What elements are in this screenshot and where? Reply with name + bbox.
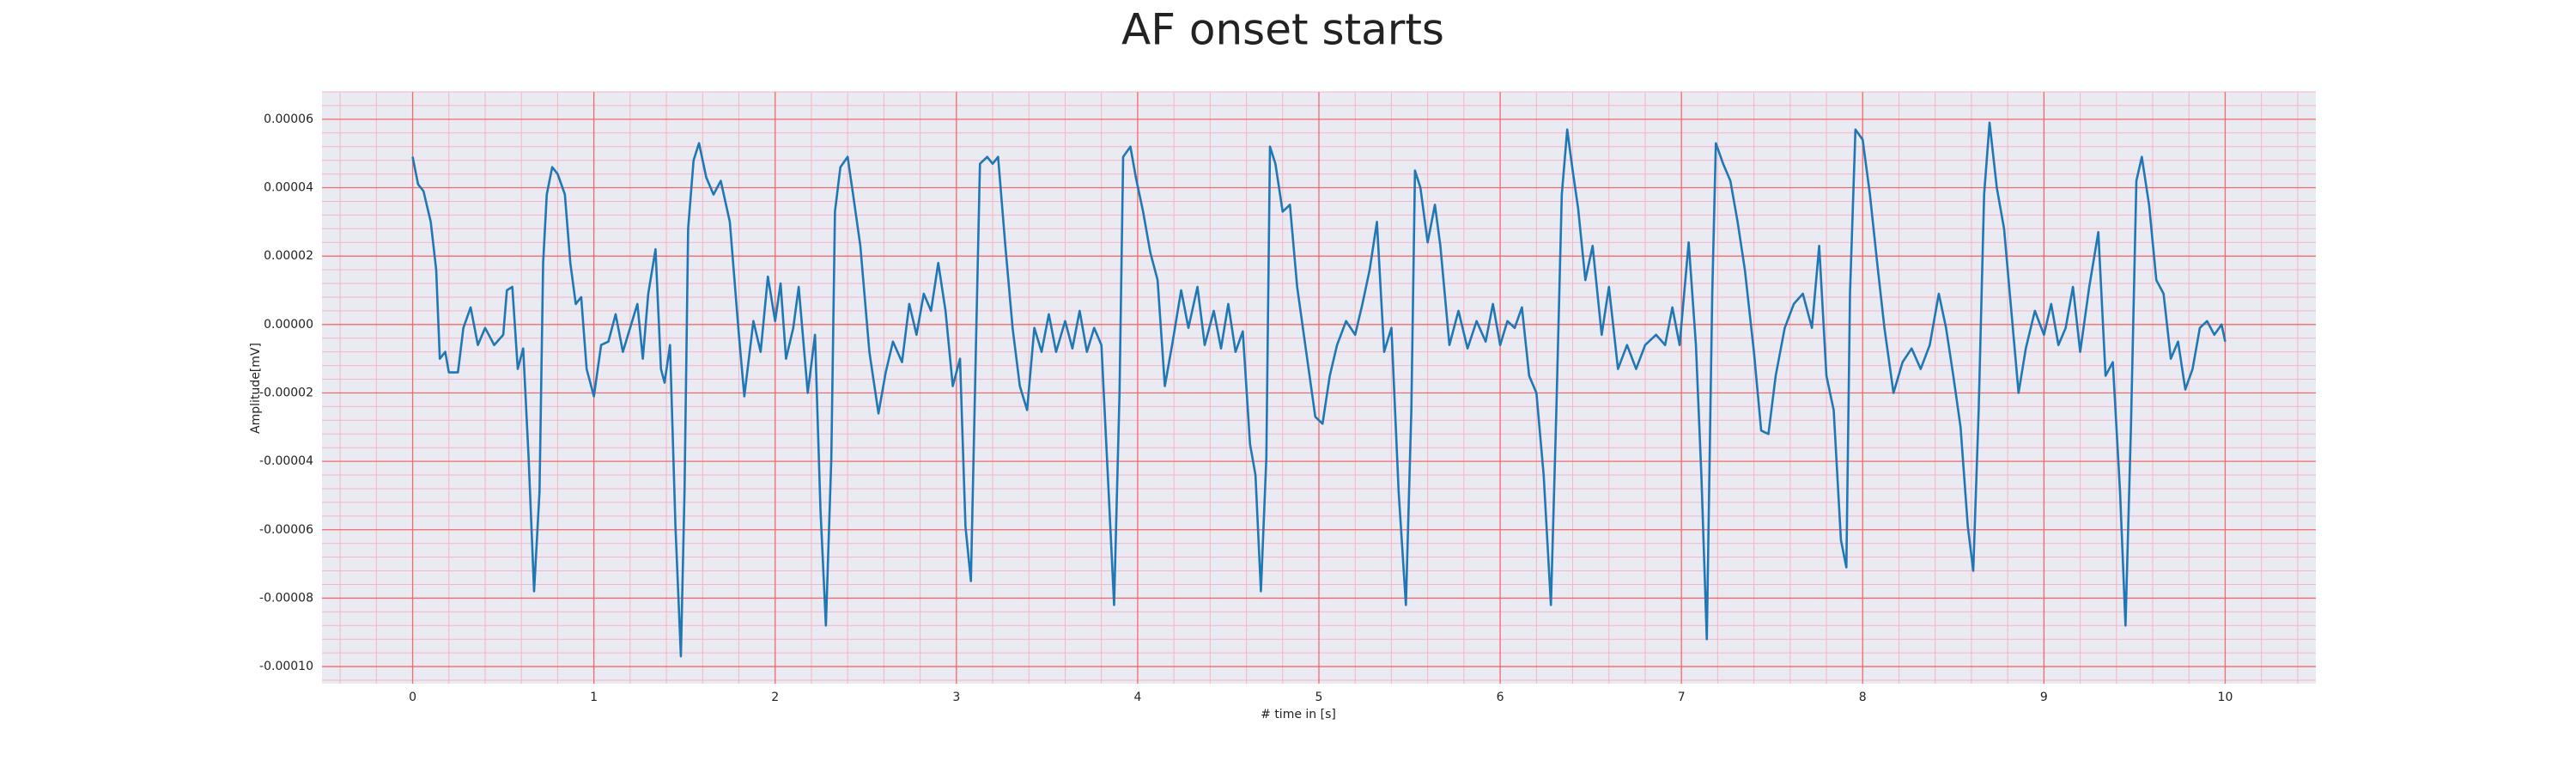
- x-tick-label: 0: [409, 691, 416, 704]
- x-tick-label: 1: [590, 691, 598, 704]
- y-tick-label: 0.00000: [264, 318, 313, 332]
- y-axis-label: Amplitude[mV]: [249, 343, 263, 434]
- y-tick-label: -0.00008: [259, 591, 313, 605]
- x-axis-label: # time in [s]: [1261, 708, 1336, 721]
- signal-line: [411, 121, 2227, 658]
- x-tick-label: 9: [2040, 691, 2048, 704]
- y-tick-label: -0.00010: [259, 660, 313, 673]
- x-tick-label: 8: [1859, 691, 1867, 704]
- y-tick-label: 0.00002: [264, 249, 313, 263]
- y-tick-label: 0.00006: [264, 113, 313, 126]
- x-tick-label: 6: [1497, 691, 1504, 704]
- x-tick-label: 10: [2218, 691, 2233, 704]
- y-tick-label: -0.00004: [259, 454, 313, 468]
- x-tick-label: 7: [1678, 691, 1686, 704]
- y-tick-label: 0.00004: [264, 181, 313, 195]
- x-tick-label: 3: [952, 691, 960, 704]
- chart-title: AF onset starts: [1121, 5, 1444, 55]
- x-tick-label: 2: [771, 691, 779, 704]
- y-tick-label: -0.00006: [259, 523, 313, 537]
- x-tick-label: 5: [1315, 691, 1323, 704]
- y-tick-label: -0.00002: [259, 386, 313, 399]
- x-tick-label: 4: [1133, 691, 1141, 704]
